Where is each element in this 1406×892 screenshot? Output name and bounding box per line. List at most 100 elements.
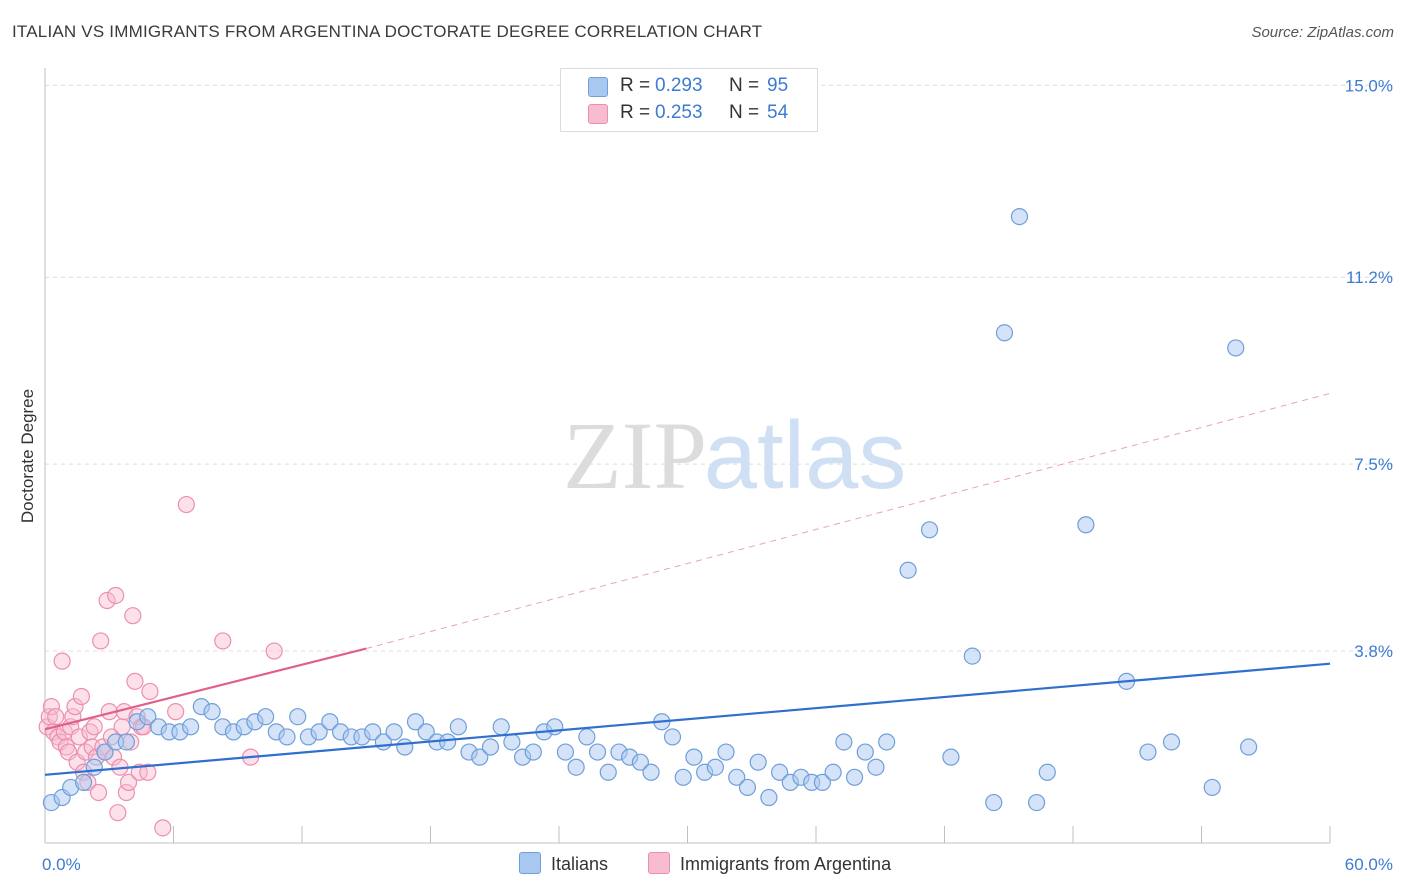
- legend-swatch-blue: [588, 77, 608, 97]
- italians-point-26: [321, 713, 339, 731]
- legend-r-label: R =: [620, 102, 651, 123]
- italians-point-68: [770, 763, 789, 781]
- italians-point-5: [96, 743, 114, 761]
- italians-point-94: [1240, 738, 1258, 756]
- bottom-legend-argentina-label: Immigrants from Argentina: [680, 854, 892, 874]
- italians-point-4: [85, 758, 103, 776]
- argentina-point-46: [139, 763, 157, 781]
- italians-point-85: [1010, 208, 1029, 226]
- italians-trend-line: [44, 662, 1331, 776]
- tick-labels: 3.8% 7.5% 11.2% 15.0% 0.0% 60.0%: [42, 76, 1393, 874]
- trend-lines: [44, 392, 1331, 776]
- italians-point-83: [985, 793, 1003, 812]
- italians-point-45: [524, 743, 542, 761]
- y-tick-label-3: 15.0%: [1345, 76, 1393, 95]
- italians-point-55: [631, 753, 649, 771]
- x-tick-label-1: 60.0%: [1345, 855, 1393, 874]
- italians-point-80: [920, 521, 939, 539]
- italians-point-7: [117, 733, 135, 751]
- italians-point-90: [1139, 743, 1157, 761]
- legend-swatch-pink: [588, 104, 608, 124]
- italians-point-65: [738, 778, 757, 797]
- italians-point-51: [588, 743, 607, 761]
- watermark: ZIP atlas: [563, 402, 906, 509]
- argentina-point-51: [214, 632, 232, 650]
- italians-point-82: [963, 647, 981, 665]
- argentina-point-48: [154, 819, 172, 837]
- argentina-point-7: [53, 652, 71, 670]
- italians-point-93: [1227, 339, 1245, 357]
- italians-point-59: [674, 768, 692, 786]
- argentina-point-28: [98, 591, 116, 610]
- argentina-point-49: [167, 703, 185, 721]
- argentina-point-47: [141, 682, 159, 701]
- italians-point-81: [942, 748, 960, 766]
- axes: [44, 68, 1331, 844]
- correlation-legend: R = 0.293 N = 95 R = 0.253 N = 54: [560, 68, 818, 132]
- argentina-point-15: [70, 728, 88, 746]
- argentina-point-40: [124, 607, 142, 625]
- argentina-point-37: [117, 783, 135, 802]
- italians-point-23: [289, 708, 307, 726]
- y-tick-label-0: 3.8%: [1354, 642, 1393, 661]
- watermark-atlas: atlas: [704, 402, 907, 509]
- italians-point-92: [1203, 778, 1221, 797]
- italians-point-87: [1038, 763, 1056, 781]
- italians-point-78: [878, 733, 896, 751]
- italians-point-22: [278, 728, 296, 746]
- bottom-legend-italians-label: Italians: [551, 854, 609, 874]
- italians-point-86: [1027, 793, 1046, 812]
- argentina-point-13: [66, 698, 84, 716]
- grid-lines: [45, 84, 1395, 652]
- italians-point-37: [439, 733, 457, 751]
- italians-point-73: [824, 763, 842, 781]
- italians-point-43: [503, 733, 521, 751]
- italians-point-41: [481, 738, 500, 756]
- y-tick-label-2: 11.2%: [1346, 268, 1393, 287]
- italians-points: [42, 208, 1258, 812]
- argentina-trend-line: [44, 647, 367, 731]
- legend-r-label: R =: [620, 75, 651, 96]
- italians-point-25: [310, 723, 328, 741]
- italians-point-79: [899, 561, 917, 579]
- italians-point-49: [567, 758, 585, 776]
- italians-point-72: [813, 773, 832, 791]
- legend-r-value: 0.253: [655, 102, 703, 123]
- italians-point-34: [406, 713, 425, 731]
- argentina-point-4: [47, 708, 65, 726]
- italians-point-56: [642, 763, 660, 781]
- italians-point-35: [417, 723, 435, 741]
- italians-point-77: [867, 758, 885, 776]
- x-tick-label-0: 0.0%: [42, 855, 81, 874]
- italians-point-48: [556, 743, 575, 761]
- argentina-point-53: [265, 642, 283, 660]
- italians-point-66: [749, 753, 767, 771]
- italians-point-52: [599, 763, 617, 781]
- argentina-point-16: [72, 687, 91, 706]
- italians-point-67: [760, 788, 778, 807]
- italians-point-9: [139, 708, 157, 726]
- argentina-point-38: [119, 773, 138, 791]
- italians-point-30: [364, 723, 382, 741]
- argentina-point-24: [89, 783, 108, 802]
- y-tick-label-1: 7.5%: [1354, 455, 1393, 474]
- italians-point-84: [995, 324, 1014, 342]
- italians-point-42: [492, 718, 510, 736]
- italians-point-38: [449, 718, 467, 736]
- legend-n-value: 54: [767, 102, 789, 123]
- italians-point-33: [396, 738, 414, 756]
- y-axis-label: Doctorate Degree: [18, 389, 37, 523]
- watermark-zip: ZIP: [563, 402, 707, 509]
- italians-point-91: [1162, 733, 1181, 751]
- italians-point-40: [471, 748, 489, 766]
- argentina-point-41: [126, 672, 144, 690]
- chart-title: ITALIAN VS IMMIGRANTS FROM ARGENTINA DOC…: [12, 22, 763, 41]
- italians-point-64: [728, 768, 746, 786]
- argentina-point-32: [107, 586, 125, 605]
- legend-n-label: N =: [729, 75, 760, 96]
- argentina-point-33: [109, 804, 127, 822]
- italians-point-15: [203, 703, 221, 721]
- italians-point-62: [706, 758, 724, 776]
- italians-point-74: [835, 733, 853, 751]
